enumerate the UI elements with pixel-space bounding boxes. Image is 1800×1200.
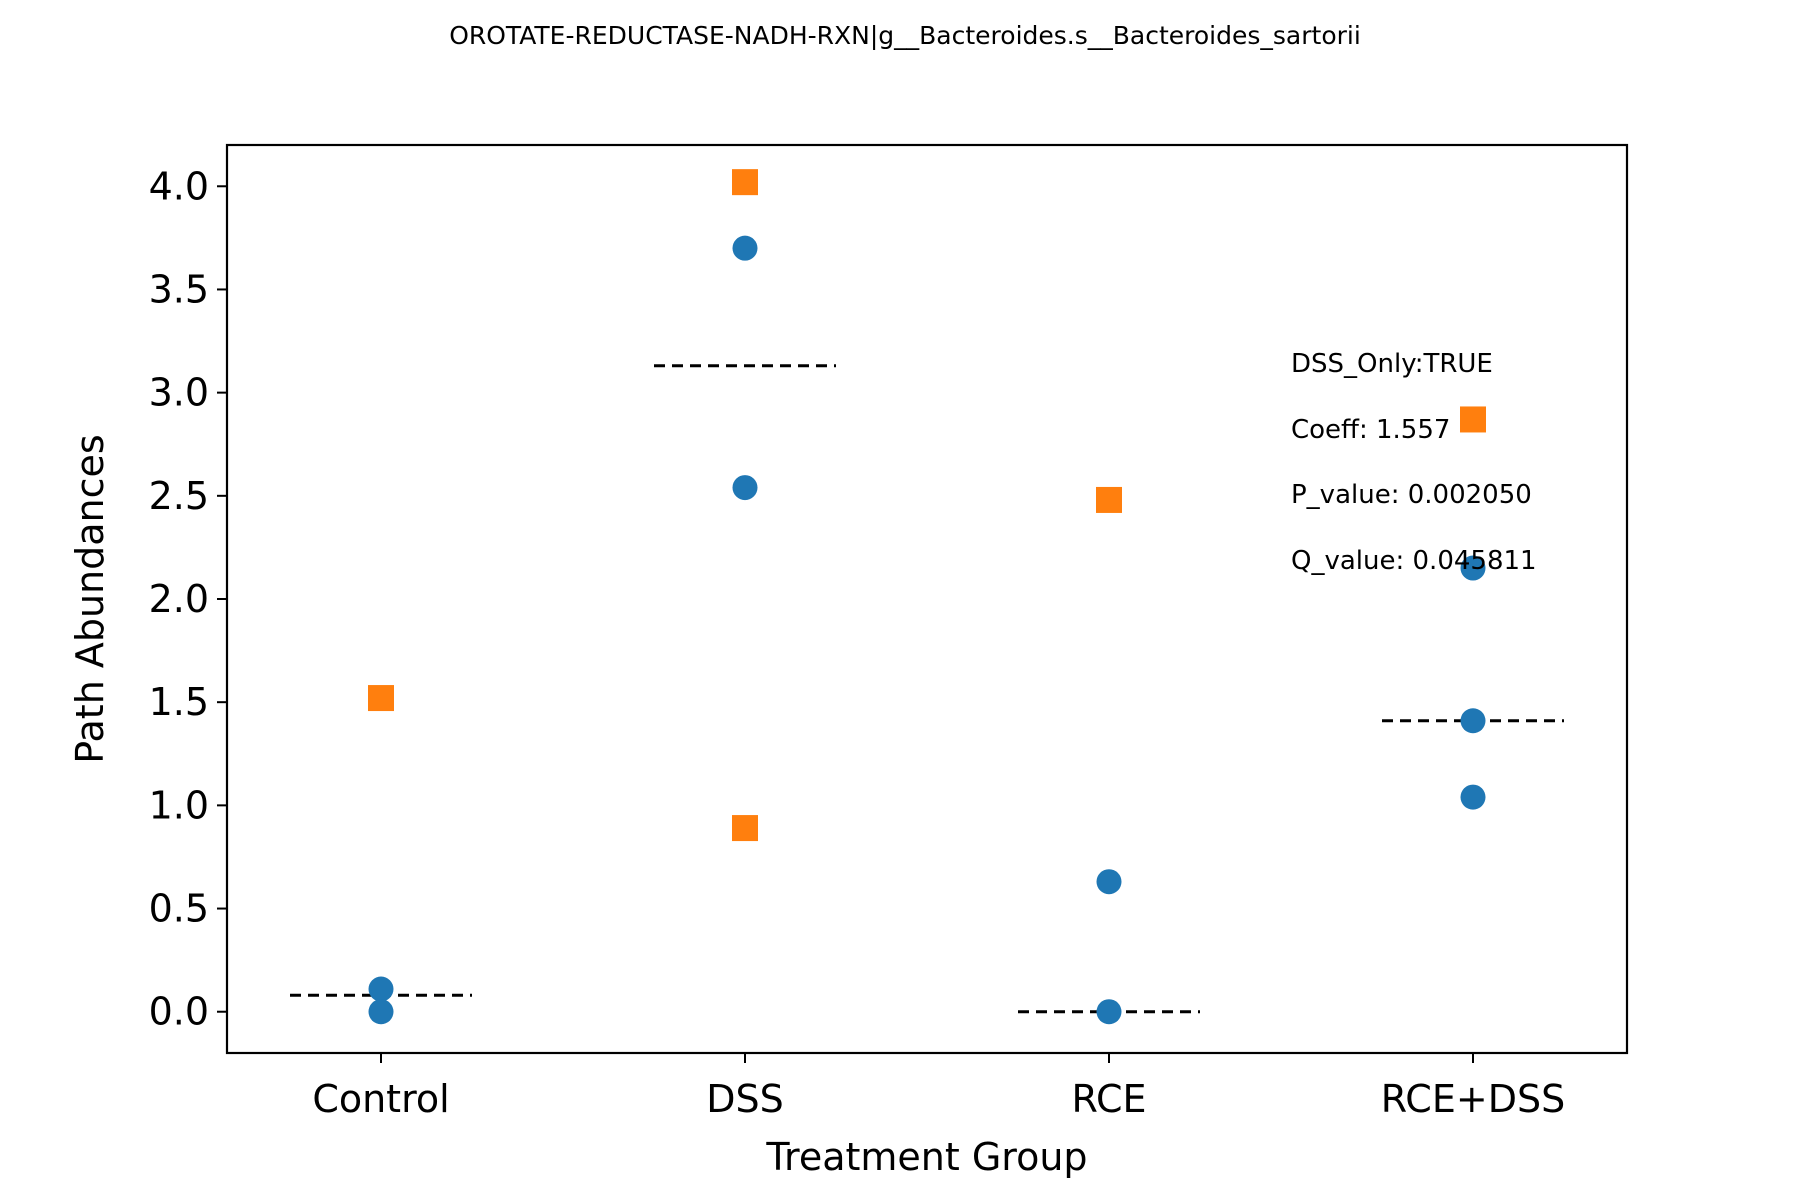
chart-title: OROTATE-REDUCTASE-NADH-RXN|g__Bacteroide… <box>449 21 1361 50</box>
x-axis-ticks: Control DSS RCE RCE+DSS <box>312 1053 1565 1121</box>
data-point-square <box>368 685 394 712</box>
annotation-p-value: P_value: 0.002050 <box>1291 480 1532 510</box>
y-tick-label: 1.0 <box>149 783 209 827</box>
data-point-circle <box>1096 999 1122 1025</box>
y-tick-label: 3.5 <box>149 267 209 311</box>
data-points <box>368 169 1486 1025</box>
data-point-square <box>732 169 758 196</box>
annotation-coeff: Coeff: 1.557 <box>1291 415 1450 445</box>
annotation-q-value: Q_value: 0.045811 <box>1291 546 1537 576</box>
data-point-square <box>1460 406 1486 433</box>
y-tick-label: 0.5 <box>149 887 209 931</box>
data-point-circle <box>732 475 758 501</box>
data-point-circle <box>1096 869 1122 895</box>
x-tick-label: RCE <box>1071 1077 1146 1121</box>
stats-annotation: DSS_Only:TRUE Coeff: 1.557 P_value: 0.00… <box>1291 349 1537 576</box>
y-tick-label: 1.5 <box>149 680 209 724</box>
x-tick-label: Control <box>312 1077 449 1121</box>
data-point-circle <box>1460 555 1486 581</box>
annotation-dss-only: DSS_Only:TRUE <box>1291 349 1493 379</box>
data-point-square <box>732 815 758 842</box>
x-tick-label: RCE+DSS <box>1381 1077 1565 1121</box>
x-tick-label: DSS <box>706 1077 784 1121</box>
data-point-circle <box>732 235 758 261</box>
data-point-circle <box>368 976 394 1002</box>
y-tick-label: 3.0 <box>149 371 209 415</box>
mean-lines <box>290 364 1564 1014</box>
y-tick-label: 2.5 <box>149 474 209 518</box>
x-axis-label: Treatment Group <box>765 1135 1087 1179</box>
y-tick-label: 0.0 <box>149 990 209 1034</box>
y-axis-label: Path Abundances <box>68 434 112 763</box>
data-point-circle <box>1460 784 1486 810</box>
y-tick-label: 2.0 <box>149 577 209 621</box>
data-point-circle <box>1460 708 1486 734</box>
y-axis-ticks: 0.0 0.5 1.0 1.5 2.0 2.5 3.0 3.5 4.0 <box>149 164 227 1034</box>
plot-frame <box>225 143 1629 1055</box>
data-point-circle <box>368 999 394 1025</box>
data-point-square <box>1096 486 1122 513</box>
y-tick-label: 4.0 <box>149 164 209 208</box>
